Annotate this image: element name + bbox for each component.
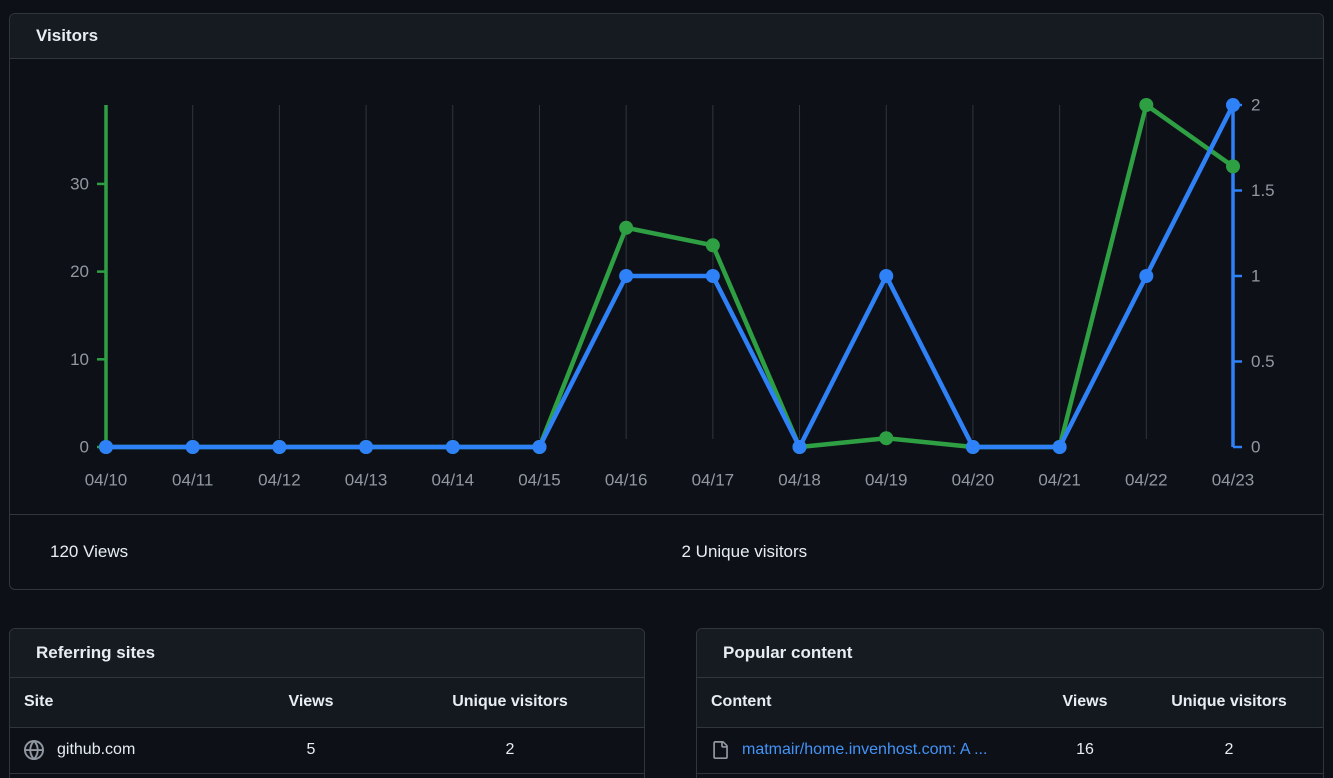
chart-dot-unique-visitors[interactable] <box>99 440 113 454</box>
referring-site-unique: 2 <box>376 727 644 774</box>
x-axis-label: 04/11 <box>172 471 213 490</box>
chart-dot-unique-visitors[interactable] <box>792 440 807 454</box>
chart-dot-unique-visitors[interactable] <box>1052 440 1067 454</box>
chart-dot-views[interactable] <box>879 431 894 446</box>
total-views-label: 120 Views <box>50 541 129 561</box>
visitors-panel-header: Visitors <box>10 14 1323 59</box>
x-axis-label: 04/10 <box>85 471 128 490</box>
table-row: matmair/home.invenhost.com: A ... 16 2 <box>697 727 1323 774</box>
left-axis-tick-label: 10 <box>70 350 89 369</box>
total-unique-visitors-label: 2 Unique visitors <box>681 541 808 561</box>
popular-content-header-row: Content Views Unique visitors <box>697 678 1323 728</box>
chart-dot-unique-visitors[interactable] <box>965 440 980 454</box>
x-axis-label: 04/20 <box>952 471 995 490</box>
referring-sites-table: Site Views Unique visitors github.com <box>10 678 644 774</box>
popular-content-views: 16 <box>1035 727 1135 774</box>
column-header-unique-visitors: Unique visitors <box>376 678 644 728</box>
x-axis-label: 04/18 <box>778 471 821 490</box>
right-axis-tick-label: 0 <box>1251 438 1260 457</box>
right-axis-tick-label: 0.5 <box>1251 352 1275 371</box>
x-axis-label: 04/13 <box>345 471 388 490</box>
visitors-chart-region: 0 10 20 30 0 0.5 1 1.5 2 04/10 04/11 04/12 04/13 04/1… <box>10 59 1323 514</box>
chart-dot-unique-visitors[interactable] <box>532 440 547 454</box>
chart-dot-unique-visitors[interactable] <box>272 440 287 454</box>
referring-site-name: github.com <box>57 741 136 758</box>
chart-dot-views[interactable] <box>1226 159 1240 174</box>
left-axis-tick-label: 20 <box>70 262 89 281</box>
popular-content-title: Popular content <box>723 643 853 662</box>
x-axis-label: 04/16 <box>605 471 648 490</box>
x-axis-label: 04/19 <box>865 471 908 490</box>
visitors-summary-bar: 120 Views 2 Unique visitors <box>10 514 1323 588</box>
referring-sites-header: Referring sites <box>10 629 644 678</box>
referring-sites-title: Referring sites <box>36 643 156 662</box>
x-axis-label: 04/23 <box>1212 471 1255 490</box>
x-axis-label: 04/14 <box>431 471 474 490</box>
visitors-traffic-chart[interactable]: 0 10 20 30 0 0.5 1 1.5 2 04/10 04/11 04/12 04/13 04/1… <box>10 59 1323 514</box>
x-axis-label: 04/21 <box>1038 471 1081 490</box>
chart-dot-views[interactable] <box>1139 98 1154 112</box>
visitors-panel: Visitors 0 10 20 30 0 0.5 1 1.5 2 04/10 04/11 04/12… <box>9 13 1324 590</box>
file-icon <box>711 741 729 759</box>
referring-sites-panel: Referring sites Site Views Unique visito… <box>9 628 645 778</box>
popular-content-panel: Popular content Content Views Unique vis… <box>696 628 1324 778</box>
column-header-site: Site <box>10 678 246 728</box>
referring-sites-header-row: Site Views Unique visitors <box>10 678 644 728</box>
chart-dot-unique-visitors[interactable] <box>359 440 374 454</box>
x-axis-label: 04/17 <box>692 471 735 490</box>
popular-content-link[interactable]: matmair/home.invenhost.com: A ... <box>742 741 988 758</box>
x-axis-label: 04/22 <box>1125 471 1168 490</box>
chart-dot-views[interactable] <box>705 238 720 253</box>
visitors-title: Visitors <box>36 26 99 45</box>
chart-dot-unique-visitors[interactable] <box>445 440 460 454</box>
column-header-views: Views <box>1035 678 1135 728</box>
right-axis-tick-label: 1 <box>1251 267 1260 286</box>
popular-content-unique: 2 <box>1135 727 1323 774</box>
right-axis-tick-label: 1.5 <box>1251 181 1275 200</box>
chart-dot-unique-visitors[interactable] <box>705 269 720 283</box>
column-header-content: Content <box>697 678 1035 728</box>
popular-content-header: Popular content <box>697 629 1323 678</box>
left-axis-tick-label: 0 <box>80 438 89 457</box>
chart-line-unique-visitors <box>103 102 1236 450</box>
right-axis-tick-label: 2 <box>1251 96 1260 115</box>
chart-dot-unique-visitors[interactable] <box>1226 98 1240 112</box>
column-header-unique-visitors: Unique visitors <box>1135 678 1323 728</box>
chart-dot-unique-visitors[interactable] <box>879 269 894 283</box>
referring-site-views: 5 <box>246 727 376 774</box>
x-axis-label: 04/12 <box>258 471 301 490</box>
chart-dot-unique-visitors[interactable] <box>185 440 200 454</box>
table-row: github.com 5 2 <box>10 727 644 774</box>
column-header-views: Views <box>246 678 376 728</box>
popular-content-table: Content Views Unique visitors matmair/ho… <box>697 678 1323 774</box>
globe-icon <box>24 740 44 760</box>
chart-dot-unique-visitors[interactable] <box>619 269 634 283</box>
left-axis-tick-label: 30 <box>70 174 89 193</box>
x-axis-label: 04/15 <box>518 471 561 490</box>
chart-dot-views[interactable] <box>619 220 634 235</box>
chart-dot-unique-visitors[interactable] <box>1139 269 1154 283</box>
